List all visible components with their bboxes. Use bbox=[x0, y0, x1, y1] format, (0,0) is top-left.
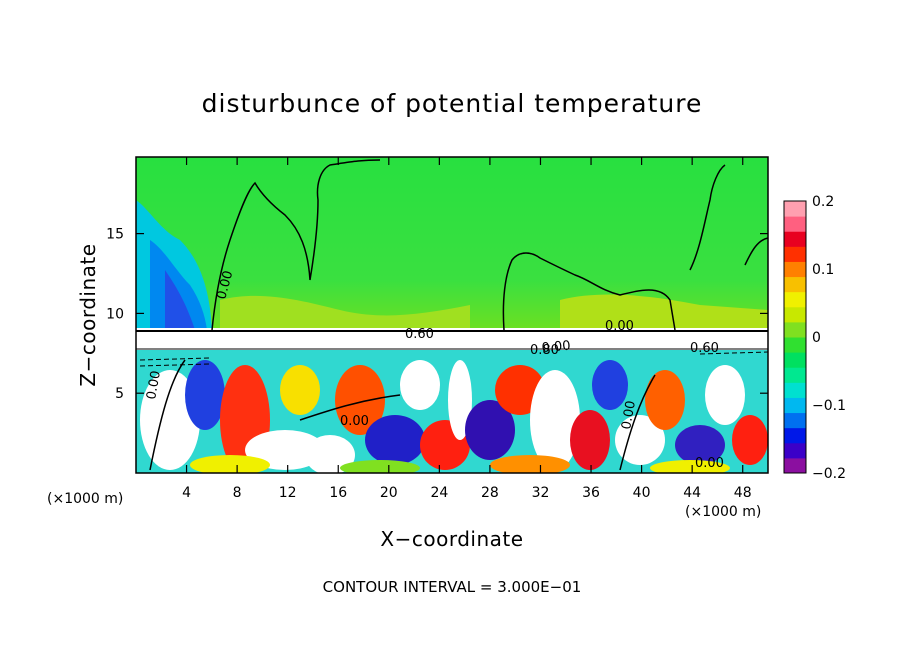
x-tick-label: 28 bbox=[481, 485, 499, 501]
x-unit-right: (×1000 m) bbox=[685, 504, 761, 520]
y-axis-label: Z−coordinate bbox=[76, 243, 100, 386]
colorbar-swatch bbox=[784, 246, 806, 262]
warm-band-1 bbox=[220, 295, 470, 330]
contour-label-5: 0.60 bbox=[690, 341, 719, 356]
colorbar-swatch bbox=[784, 321, 806, 338]
x-tick-label: 32 bbox=[532, 485, 550, 501]
y-axis-ticks: 5 10 15 bbox=[106, 227, 768, 402]
colorbar-tick-label: 0 bbox=[812, 330, 821, 346]
x-tick-label: 20 bbox=[380, 485, 398, 501]
contour-label-1: 0.00 bbox=[214, 269, 236, 301]
contour-label-9: 0.00 bbox=[695, 456, 724, 471]
colorbar-swatch bbox=[784, 291, 806, 308]
colorbar-tick-label: 0.1 bbox=[812, 262, 834, 278]
y-tick-label: 10 bbox=[106, 306, 124, 322]
contour-label-10: 0.00 bbox=[541, 339, 571, 356]
contour-label-2: 0.60 bbox=[405, 327, 434, 342]
x-axis-label: X−coordinate bbox=[380, 527, 523, 551]
x-tick-label: 40 bbox=[633, 485, 651, 501]
x-tick-label: 48 bbox=[734, 485, 752, 501]
turbulent-blobs bbox=[140, 360, 768, 473]
colorbar bbox=[784, 201, 806, 474]
colorbar-tick-label: −0.1 bbox=[812, 398, 846, 414]
colorbar-swatch bbox=[784, 457, 806, 474]
contour-interval-note: CONTOUR INTERVAL = 3.000E−01 bbox=[323, 578, 582, 596]
contour-lines bbox=[136, 159, 768, 471]
colorbar-swatch bbox=[784, 261, 806, 278]
x-axis-ticks: 4 8 12 16 20 24 28 32 36 40 44 48 bbox=[182, 157, 752, 501]
colorbar-swatch bbox=[784, 306, 806, 323]
x-unit-left: (×1000 m) bbox=[47, 491, 123, 507]
x-tick-label: 44 bbox=[683, 485, 701, 501]
x-tick-label: 12 bbox=[279, 485, 297, 501]
y-tick-label: 15 bbox=[106, 227, 124, 243]
y-tick-label: 5 bbox=[115, 386, 124, 402]
contour-labels: 0.00 0.60 0.00 0.80 0.60 0.00 0.00 0.00 … bbox=[144, 269, 724, 471]
x-tick-label: 4 bbox=[182, 485, 191, 501]
colorbar-tick-label: −0.2 bbox=[812, 466, 846, 482]
x-tick-label: 8 bbox=[233, 485, 242, 501]
colorbar-tick-label: 0.2 bbox=[812, 194, 834, 210]
plot-area: 0.00 0.60 0.00 0.80 0.60 0.00 0.00 0.00 … bbox=[136, 157, 768, 473]
colorbar-swatch bbox=[784, 412, 806, 429]
cold-plume-core bbox=[150, 240, 207, 330]
warm-band-2 bbox=[560, 294, 768, 330]
colorbar-swatch bbox=[784, 352, 806, 368]
colorbar-ticks: 0.2 0.1 0 −0.1 −0.2 bbox=[812, 194, 846, 482]
x-tick-label: 36 bbox=[582, 485, 600, 501]
x-tick-label: 24 bbox=[430, 485, 448, 501]
colorbar-swatch bbox=[784, 382, 806, 398]
colorbar-swatch bbox=[784, 231, 806, 247]
colorbar-swatch bbox=[784, 337, 806, 353]
contour-label-6: 0.00 bbox=[144, 370, 164, 401]
colorbar-swatch bbox=[784, 201, 806, 217]
inversion-band bbox=[136, 328, 768, 350]
colorbar-swatch bbox=[784, 427, 806, 444]
colorbar-swatch bbox=[784, 397, 806, 414]
contour-label-4: 0.80 bbox=[530, 343, 559, 358]
colorbar-swatch bbox=[784, 442, 806, 459]
colorbar-swatch bbox=[784, 216, 806, 232]
cold-plume-inner bbox=[165, 270, 195, 330]
chart-title: disturbunce of potential temperature bbox=[202, 89, 703, 118]
plot-frame bbox=[135, 156, 769, 474]
x-tick-label: 16 bbox=[329, 485, 347, 501]
colorbar-swatch bbox=[784, 276, 806, 293]
contour-label-3: 0.00 bbox=[605, 319, 634, 334]
colorbar-frame bbox=[783, 200, 807, 474]
contour-label-7: 0.00 bbox=[340, 414, 369, 429]
contour-label-8: 0.00 bbox=[619, 400, 639, 431]
colorbar-swatch bbox=[784, 367, 806, 383]
